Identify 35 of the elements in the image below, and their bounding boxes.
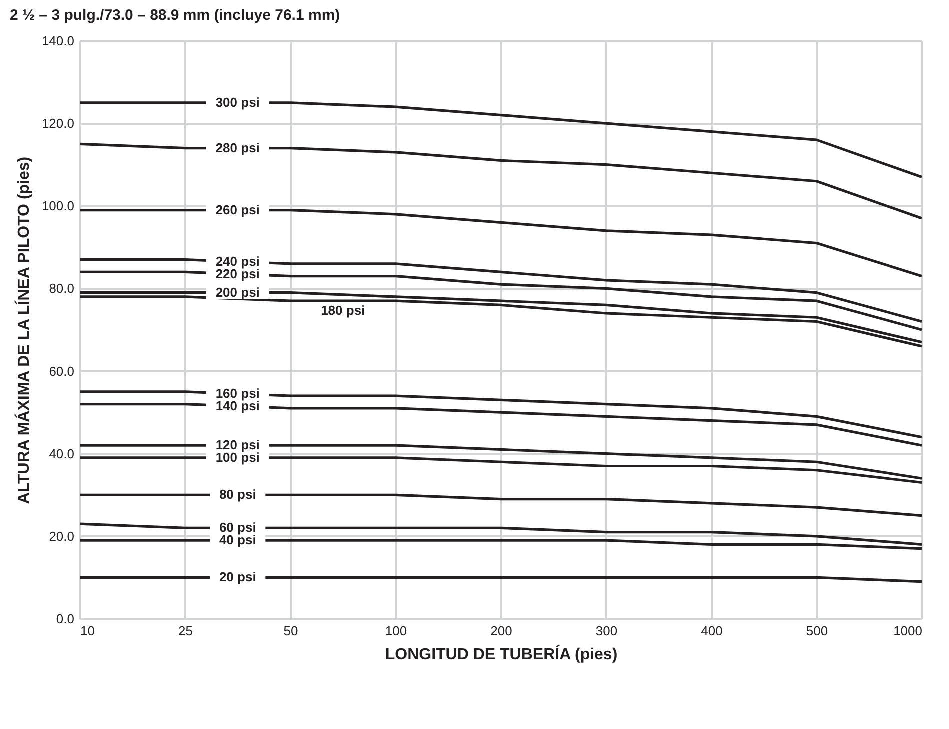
x-tick-label: 1000 — [894, 624, 922, 638]
series-label: 240 psi — [216, 254, 260, 269]
y-tick-label: 100.0 — [42, 198, 74, 214]
line-series — [78, 270, 924, 332]
y-tick-label: 140.0 — [42, 34, 74, 48]
chart-title: 2 ½ – 3 pulg./73.0 – 88.9 mm (incluye 76.1 mm) — [10, 7, 340, 24]
series-label: 200 psi — [216, 284, 260, 300]
x-tick-label: 25 — [178, 624, 193, 638]
y-tick-label: 40.0 — [49, 446, 74, 462]
line-series — [78, 258, 924, 324]
series-label: 60 psi — [219, 520, 256, 536]
series-label: 180 psi — [321, 303, 366, 318]
y-tick-label: 60.0 — [49, 364, 74, 379]
series-label: 160 psi — [216, 386, 260, 401]
x-axis-title: LONGITUD DE TUBERÍA (pies) — [385, 644, 618, 664]
x-tick-label: 300 — [596, 624, 618, 638]
y-axis-title: ALTURA MÁXIMA DE LA LÍNEA PILOTO (pies) — [14, 156, 33, 504]
x-tick-label: 10 — [80, 624, 95, 638]
series-label: 120 psi — [216, 438, 260, 453]
x-tick-label: 500 — [806, 624, 828, 638]
series-label: 300 psi — [216, 94, 260, 110]
line-series — [78, 142, 924, 220]
line-series — [78, 390, 924, 439]
y-tick-label: 20.0 — [49, 528, 74, 544]
series-label: 20 psi — [219, 570, 256, 585]
x-tick-label: 400 — [701, 624, 723, 638]
x-tick-label: 100 — [385, 624, 408, 638]
y-tick-label: 120.0 — [42, 116, 74, 132]
x-tick-label: 50 — [284, 624, 298, 638]
series-label: 280 psi — [216, 140, 260, 156]
series-label: 80 psi — [219, 487, 256, 502]
series-label: 260 psi — [216, 202, 260, 218]
y-tick-label: 0.0 — [56, 612, 74, 626]
x-tick-label: 200 — [490, 624, 512, 638]
y-tick-label: 80.0 — [49, 281, 74, 296]
